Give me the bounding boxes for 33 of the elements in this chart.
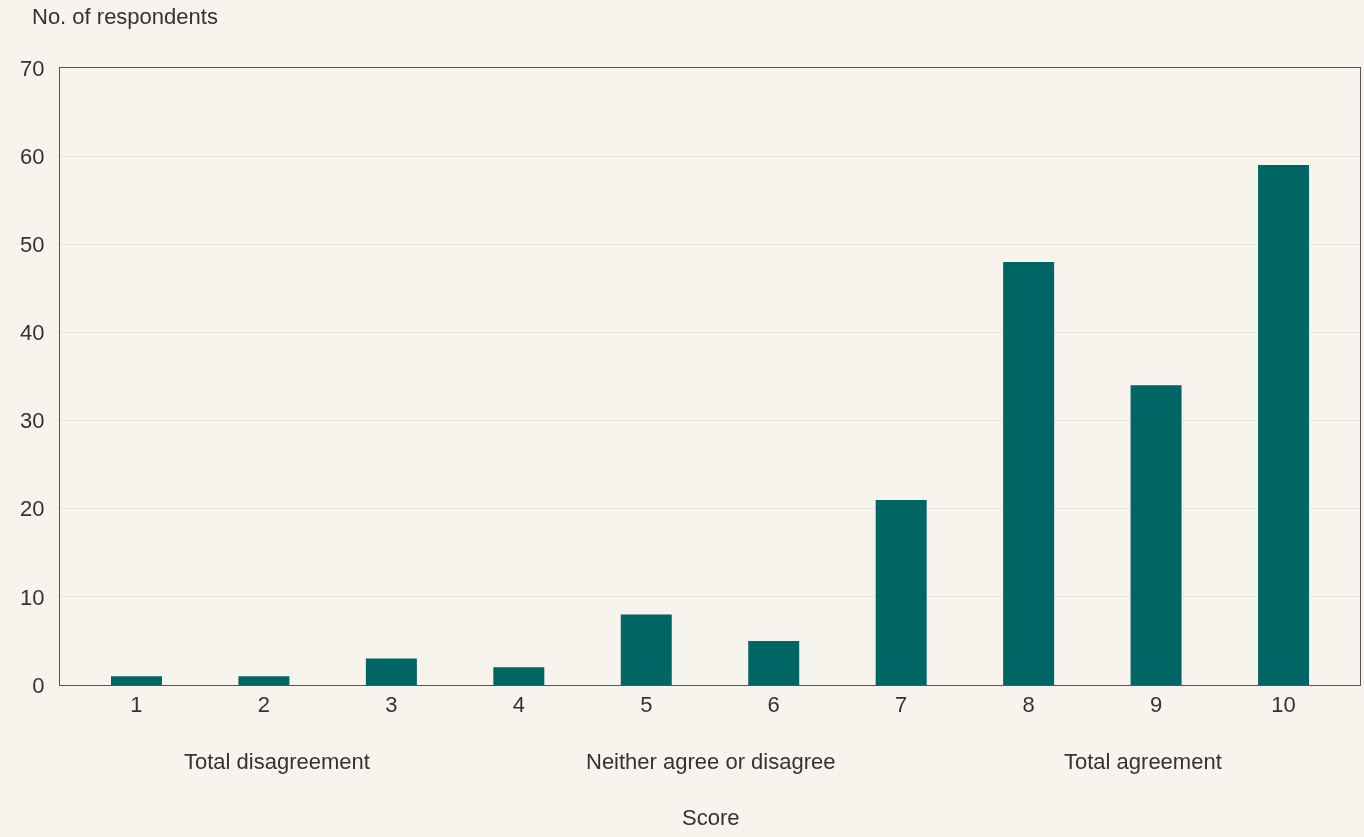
x-tick-label: 1	[130, 692, 143, 718]
bar	[748, 640, 800, 685]
y-tick-label: 40	[20, 320, 45, 346]
bar	[238, 676, 290, 685]
bar	[875, 499, 927, 685]
x-tick-label: 2	[257, 692, 271, 718]
x-tick-label: 10	[1271, 692, 1296, 718]
x-tick-label: 4	[512, 692, 525, 718]
x-tick-label: 9	[1149, 692, 1163, 718]
bar	[493, 667, 545, 685]
y-axis-title: No. of respondents	[32, 4, 218, 29]
y-tick-label: 60	[20, 143, 45, 169]
bar	[365, 658, 417, 685]
bar	[1130, 385, 1182, 685]
bar	[1258, 164, 1310, 685]
text: Neither agree or disagree	[586, 749, 836, 774]
bar	[620, 614, 672, 685]
y-tick-label: 0	[32, 672, 45, 698]
text: Total disagreement	[184, 749, 370, 774]
x-tick-label: 6	[767, 692, 780, 718]
x-tick-label: 8	[1022, 692, 1035, 718]
bar	[110, 676, 162, 685]
bar	[1003, 261, 1055, 685]
x-tick-label: 7	[895, 692, 908, 718]
x-tick-label: 3	[385, 692, 398, 718]
y-tick-label: 10	[20, 584, 45, 610]
y-tick-label: 20	[20, 496, 45, 522]
y-tick-label: 50	[20, 231, 45, 257]
x-axis-title: Score	[682, 805, 740, 830]
y-tick-label: 70	[20, 55, 45, 81]
text: Total agreement	[1064, 749, 1222, 774]
y-tick-label: 30	[20, 408, 45, 434]
x-tick-label: 5	[640, 692, 653, 718]
